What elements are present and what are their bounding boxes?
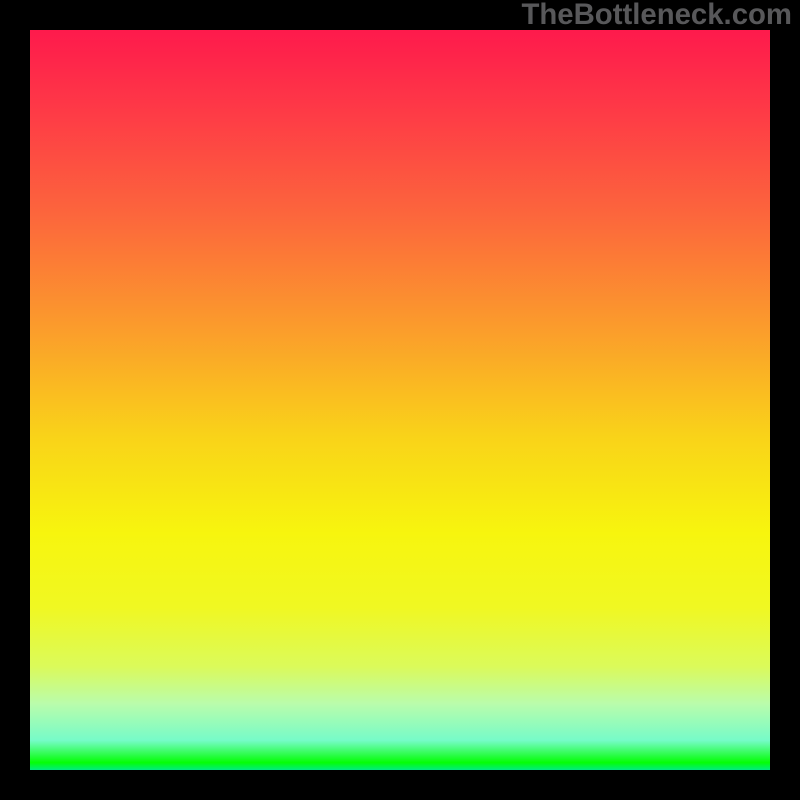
chart-frame: TheBottleneck.com: [0, 0, 800, 800]
plot-area: [30, 30, 770, 770]
watermark-text: TheBottleneck.com: [521, 0, 792, 29]
curve-svg: [30, 30, 330, 180]
